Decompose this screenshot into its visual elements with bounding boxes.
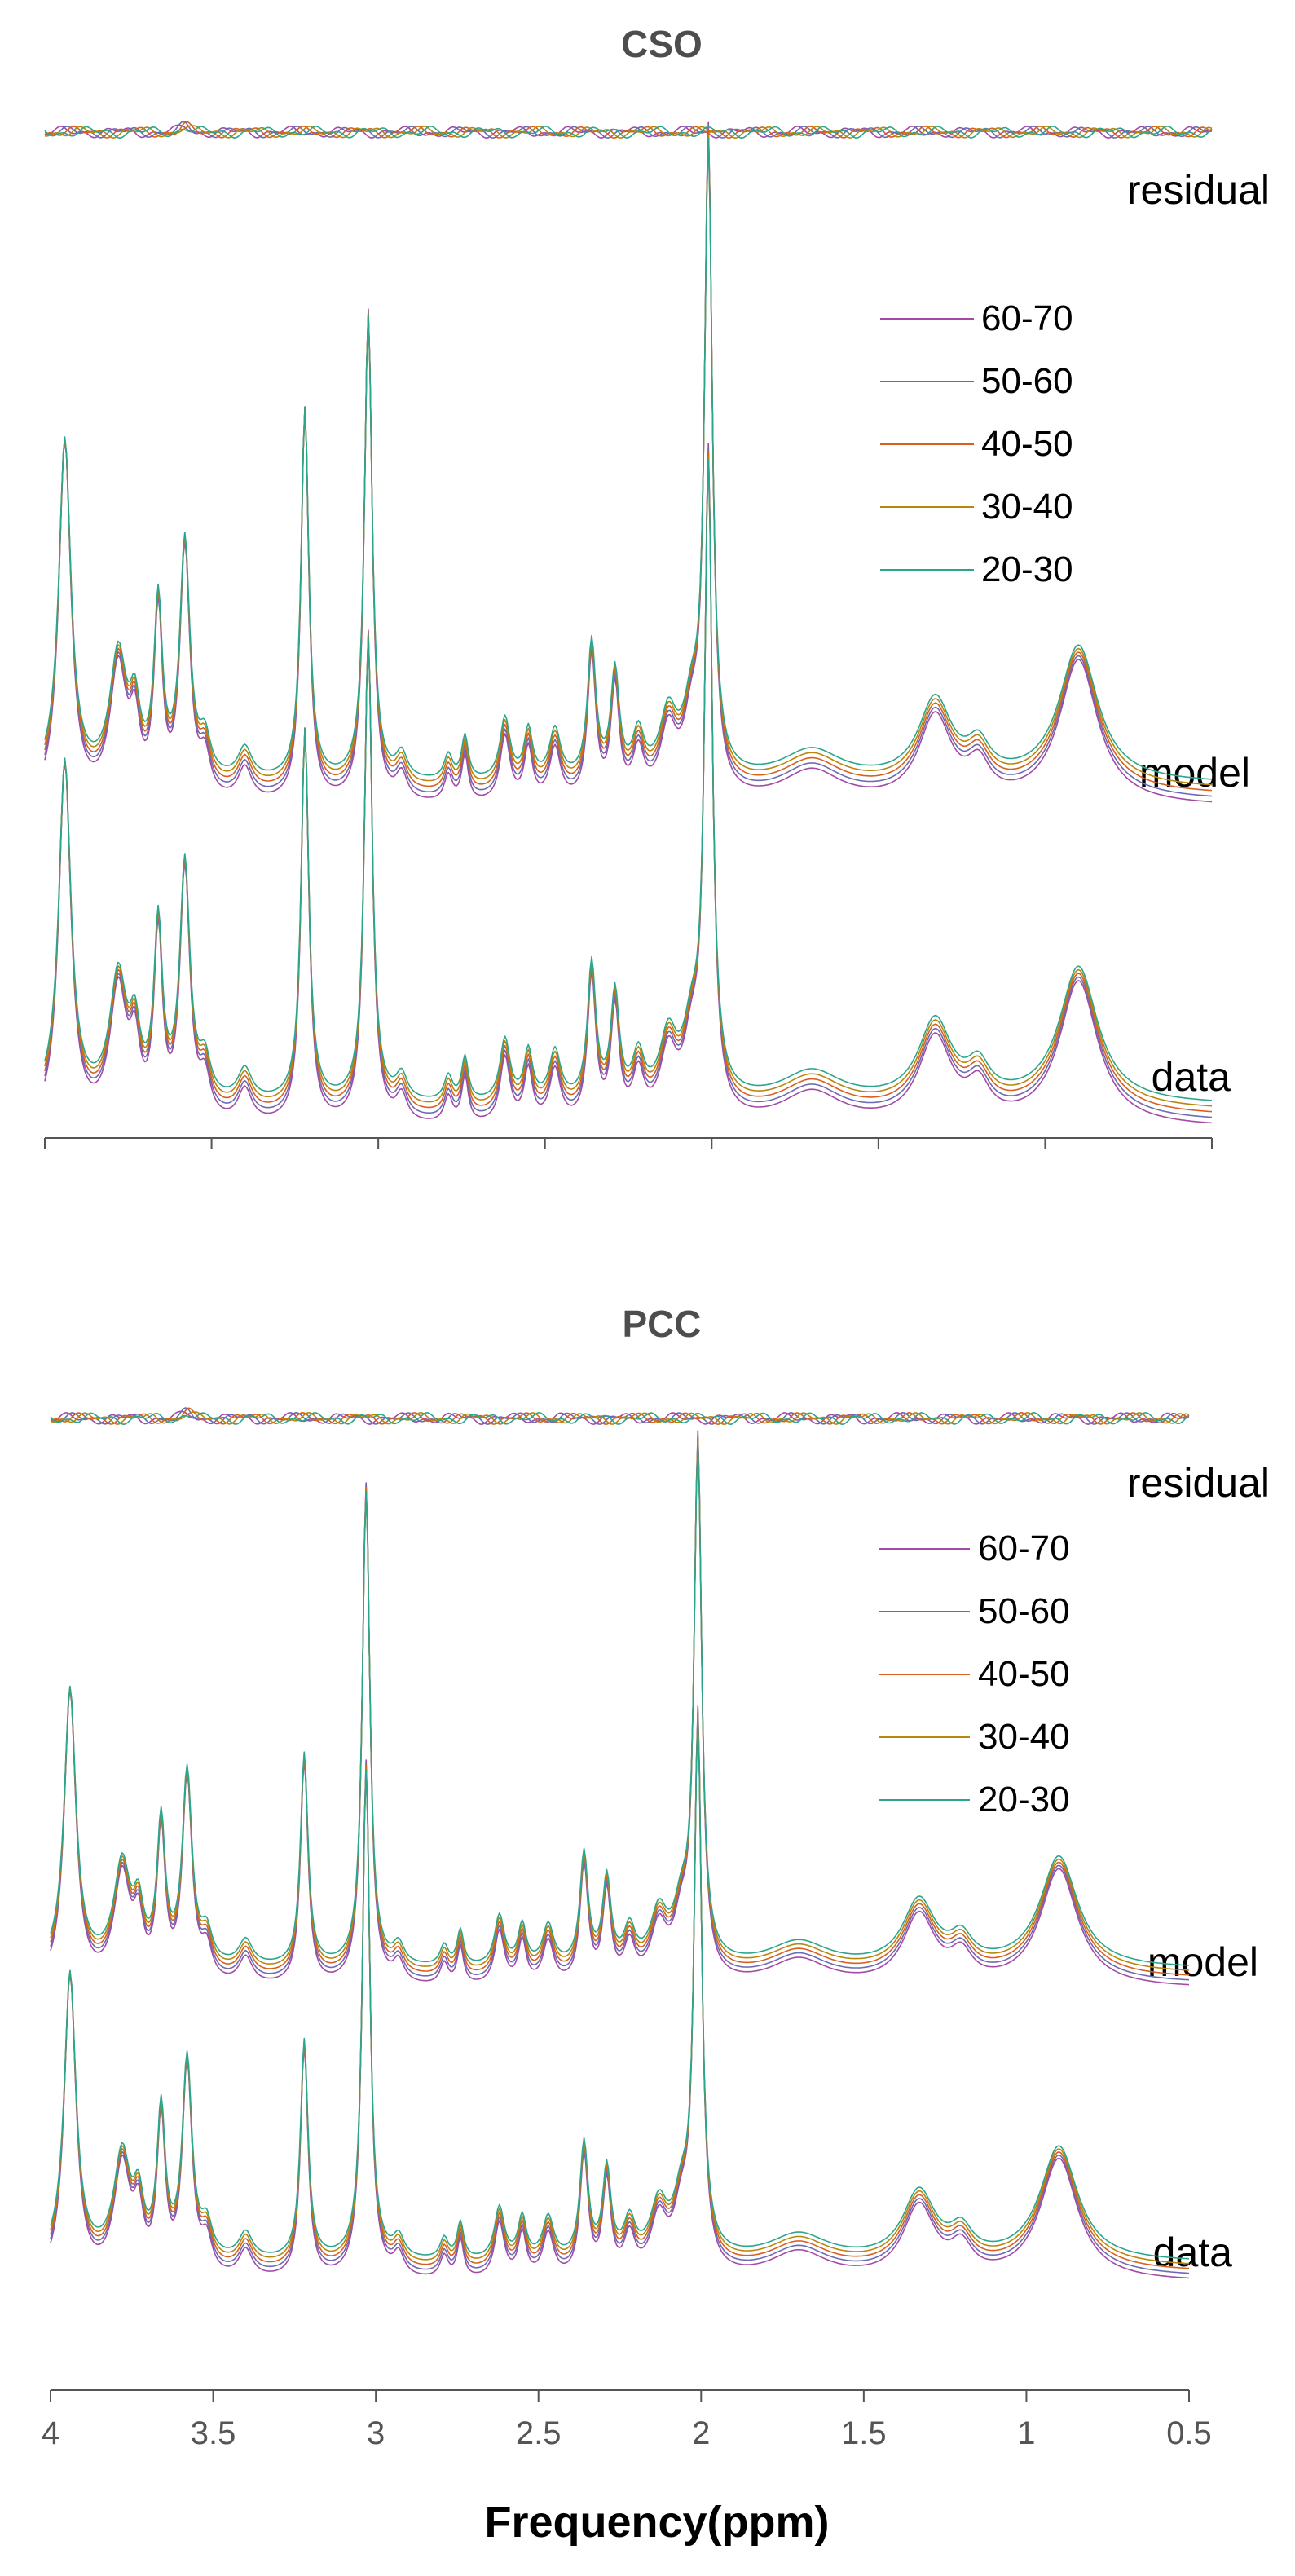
pcc-data-line-20-30 <box>50 1718 1190 2260</box>
x-axis-title: Frequency(ppm) <box>484 2498 829 2547</box>
pcc-panel: PCC residual model data 60-70 50-60 40-50 3… <box>42 1303 1270 2547</box>
pcc-model-line-60-70 <box>50 1430 1190 1986</box>
x-tick-label-2: 2 <box>692 2415 710 2451</box>
pcc-legend-label-40-50: 40-50 <box>978 1654 1070 1694</box>
x-tick-label-1.5: 1.5 <box>841 2415 887 2451</box>
pcc-data-line-30-40 <box>50 1715 1190 2265</box>
cso-legend-label-20-30: 20-30 <box>981 549 1073 589</box>
cso-data-label: data <box>1152 1054 1231 1100</box>
x-tick-label-1: 1 <box>1017 2415 1035 2451</box>
pcc-legend: 60-70 50-60 40-50 30-40 20-30 <box>879 1528 1070 1820</box>
pcc-residual-line-20-30 <box>50 1412 1190 1425</box>
cso-residual-line-30-40 <box>44 125 1213 139</box>
x-tick-label-2.5: 2.5 <box>516 2415 562 2451</box>
cso-data-line-40-50 <box>44 451 1213 1113</box>
x-tick-label-3: 3 <box>367 2415 385 2451</box>
pcc-data-line-60-70 <box>50 1705 1190 2279</box>
cso-legend-label-30-40: 30-40 <box>981 487 1073 527</box>
pcc-x-tick-labels: 4 3.5 3 2.5 2 1.5 1 0.5 <box>42 2415 1212 2451</box>
x-tick-label-0.5: 0.5 <box>1166 2415 1212 2451</box>
x-tick-label-4: 4 <box>42 2415 59 2451</box>
pcc-data-line-50-60 <box>50 1709 1190 2274</box>
cso-data-line-30-40 <box>44 455 1213 1107</box>
pcc-residual-line-50-60 <box>50 1407 1190 1425</box>
pcc-x-ticks <box>50 2390 1190 2402</box>
cso-residual-line-50-60 <box>44 121 1213 139</box>
pcc-title: PCC <box>622 1303 701 1345</box>
pcc-model-line-30-40 <box>50 1439 1190 1971</box>
cso-legend-label-50-60: 50-60 <box>981 361 1073 401</box>
cso-legend-label-40-50: 40-50 <box>981 424 1073 464</box>
pcc-model-line-50-60 <box>50 1432 1190 1981</box>
x-tick-label-3.5: 3.5 <box>191 2415 236 2451</box>
cso-residual-line-20-30 <box>44 126 1213 139</box>
pcc-residual-label: residual <box>1127 1460 1270 1506</box>
cso-model-line-50-60 <box>44 126 1213 797</box>
cso-data-line-60-70 <box>44 443 1213 1124</box>
cso-title: CSO <box>621 23 703 65</box>
cso-model-line-60-70 <box>44 121 1213 803</box>
pcc-model-line-40-50 <box>50 1436 1190 1976</box>
pcc-legend-label-20-30: 20-30 <box>978 1780 1070 1820</box>
cso-model-line-40-50 <box>44 130 1213 792</box>
pcc-model-line-20-30 <box>50 1442 1190 1966</box>
cso-residual-label: residual <box>1127 167 1270 213</box>
cso-data-line-50-60 <box>44 447 1213 1118</box>
pcc-legend-label-50-60: 50-60 <box>978 1591 1070 1631</box>
cso-data-line-20-30 <box>44 459 1213 1101</box>
cso-model-line-20-30 <box>44 138 1213 780</box>
cso-panel: CSO residual model data 60-7050-6040-503… <box>44 23 1270 1149</box>
cso-series-group <box>44 121 1213 1124</box>
pcc-data-line-40-50 <box>50 1712 1190 2269</box>
cso-legend: 60-70 50-60 40-50 30-40 20-30 <box>880 298 1073 589</box>
pcc-residual-line-30-40 <box>50 1411 1190 1425</box>
pcc-series-group <box>50 1407 1190 2279</box>
pcc-data-label: data <box>1153 2230 1233 2275</box>
pcc-model-label: model <box>1147 1939 1258 1985</box>
cso-x-ticks <box>44 1138 1213 1149</box>
pcc-legend-label-60-70: 60-70 <box>978 1528 1070 1568</box>
pcc-legend-label-30-40: 30-40 <box>978 1717 1070 1757</box>
cso-legend-label-60-70: 60-70 <box>981 298 1073 338</box>
cso-model-line-30-40 <box>44 134 1213 786</box>
